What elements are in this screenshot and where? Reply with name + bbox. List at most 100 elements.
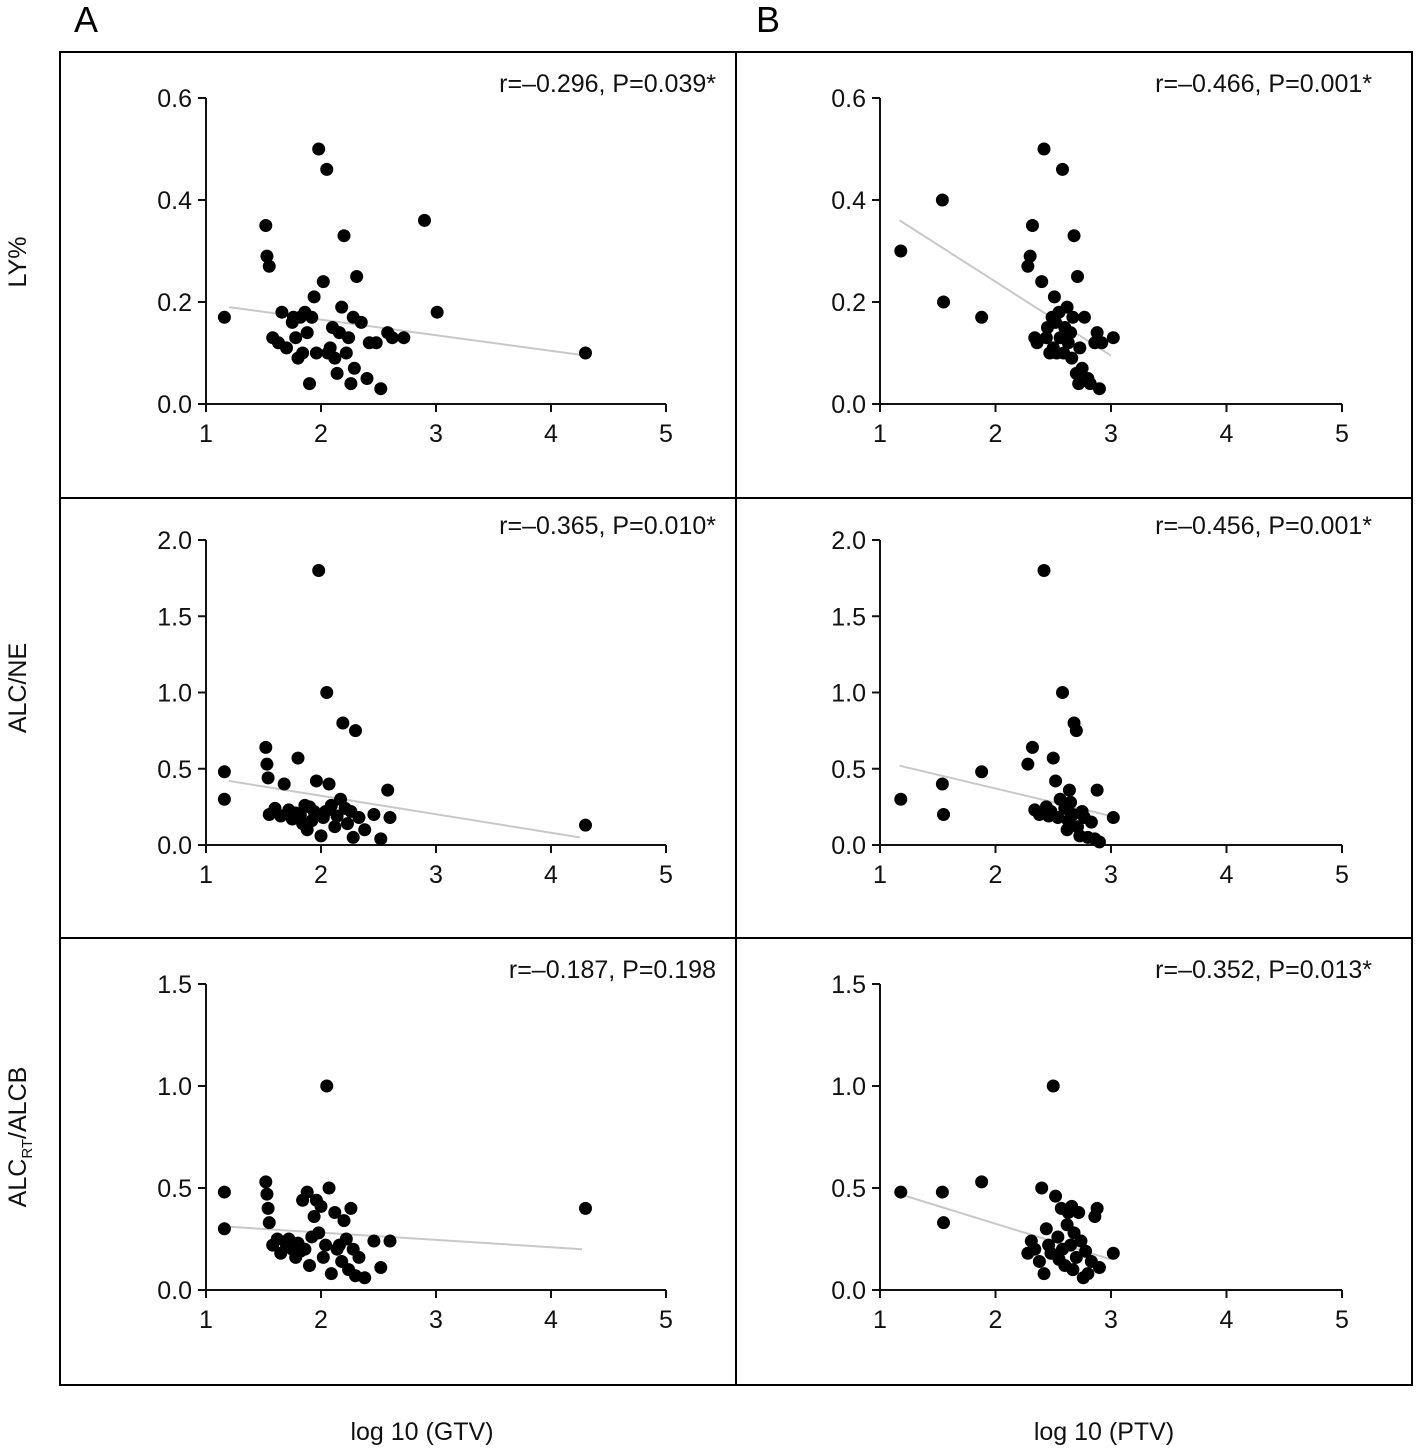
plot-b1-point <box>1077 310 1091 324</box>
plot-b2-y-tick-label: 2.0 <box>831 527 866 555</box>
plot-a1-y-tick-label: 0.2 <box>157 289 192 317</box>
plot-a3-point <box>352 1250 366 1264</box>
plot-b1-point <box>1064 326 1078 340</box>
plot-b3-point <box>1072 1205 1086 1219</box>
plot-a1-point <box>347 361 361 375</box>
plot-b1-y-tick-label: 0.4 <box>831 187 866 215</box>
plot-b3-point <box>1037 1267 1051 1281</box>
plot-a3-x-tick-label: 1 <box>199 1306 213 1334</box>
plot-a1-point <box>320 162 334 176</box>
plot-a1-point <box>337 229 351 243</box>
plot-b2-x-tick-label: 1 <box>873 861 887 889</box>
plot-b1-fit-line <box>899 219 1112 357</box>
plot-b1-point <box>1025 219 1039 232</box>
plot-b3-fit-line <box>899 1193 1112 1261</box>
plot-a1-point <box>303 377 316 391</box>
plot-b3-point <box>1051 1230 1065 1244</box>
plot-b3-correlation-annotation: r=–0.352, P=0.013* <box>1155 956 1372 984</box>
plot-b3-point <box>935 1185 949 1199</box>
plot-a2-point <box>309 774 323 788</box>
plot-a2-y-tick-label: 1.0 <box>157 680 192 708</box>
plot-a2-point <box>328 820 342 834</box>
plot-b2-x-tick-label: 5 <box>1335 861 1349 889</box>
plot-a3-point <box>300 1185 314 1199</box>
plot-b2-point <box>1064 795 1078 809</box>
plot-a2-point <box>259 740 273 754</box>
plot-b1-point <box>1095 336 1109 350</box>
plot-a2-point <box>352 811 366 825</box>
plot-a1-point <box>260 249 274 263</box>
plot-b1-point <box>894 244 908 258</box>
plot-b3-point <box>1069 1250 1083 1264</box>
plot-a1-point <box>385 331 399 345</box>
plot-b1-point <box>935 193 949 207</box>
plot-b1-point <box>975 310 989 324</box>
plot-b3-point <box>1074 1234 1088 1248</box>
plot-b3-point <box>1106 1246 1120 1260</box>
plot-b3-point <box>1079 1244 1093 1258</box>
plot-a2-point <box>346 830 360 844</box>
plot-b2-x-tick-label: 2 <box>989 861 1003 889</box>
plot-a2-y-tick-label: 1.5 <box>157 603 192 631</box>
plot-b2-y-tick-label: 1.0 <box>831 680 866 708</box>
plot-a3-point <box>298 1242 312 1256</box>
plot-a1-point <box>344 377 358 391</box>
plot-a2-point <box>314 829 328 843</box>
plot-b2-point <box>1025 740 1039 754</box>
plot-b1-y-tick-label: 0.6 <box>831 85 866 113</box>
plot-a1-point <box>307 290 321 304</box>
plot-a3-fit-line <box>228 1225 583 1251</box>
plot-b1: 1 2 3 4 5 0.0 0.2 0.4 0.6 r=–0.466, P=0.001* <box>831 70 1372 448</box>
plot-b1-y-tick-label: 0.2 <box>831 289 866 317</box>
plot-a1-point <box>430 305 444 319</box>
plot-b2-correlation-annotation: r=–0.456, P=0.001* <box>1155 512 1372 540</box>
panel-letter-b: B <box>756 0 780 40</box>
plot-a1-point <box>397 331 411 345</box>
plot-a1-point <box>418 213 431 227</box>
plot-a2-x-tick-label: 1 <box>199 861 213 889</box>
panel-letter-a: A <box>74 0 98 40</box>
plot-b1-point <box>1065 351 1079 365</box>
plot-b1-y-tick-label: 0.0 <box>831 391 866 419</box>
plot-a1-point <box>309 346 323 360</box>
plot-a2-point <box>383 811 397 825</box>
plot-a1-x-tick-label: 1 <box>199 420 213 448</box>
plot-b2-point <box>894 792 908 806</box>
plot-b1-point <box>1071 270 1085 283</box>
plot-a3-point <box>316 1250 330 1264</box>
plot-a2-point <box>349 724 362 738</box>
plot-a1-point <box>300 326 314 340</box>
plot-b3-point <box>1064 1238 1078 1252</box>
plot-b1-x-tick-label: 3 <box>1104 420 1118 448</box>
plot-a1-point <box>360 372 374 385</box>
plot-b3-y-tick-label: 0.5 <box>831 1175 866 1203</box>
plot-a1: 1 2 3 4 5 0.0 0.2 0.4 0.6 r=–0.296, P=0.039* <box>157 70 716 448</box>
plot-b2-point <box>1069 724 1083 738</box>
plot-a3-point <box>217 1222 231 1236</box>
plot-b3-y-tick-label: 0.0 <box>831 1277 866 1305</box>
plot-a3-point <box>322 1181 336 1195</box>
plot-b1-x-tick-label: 4 <box>1220 420 1234 448</box>
plot-a2-point <box>324 798 338 812</box>
plot-a1-point <box>289 331 303 345</box>
plot-a1-point <box>328 351 342 365</box>
plot-a2-point <box>312 564 326 577</box>
plot-a1-y-tick-label: 0.6 <box>157 85 192 113</box>
plot-b1-x-tick-label: 2 <box>989 420 1003 448</box>
plot-b2-point <box>1021 757 1035 771</box>
plot-b1-point <box>1061 336 1075 350</box>
plot-a1-point <box>259 219 273 232</box>
plot-a3-point <box>344 1201 358 1215</box>
plot-b1-point <box>1021 259 1035 273</box>
plot-b2-point <box>937 808 951 821</box>
plot-a3: 1 2 3 4 5 0.0 0.5 1.0 1.5 r=–0.187, P=0.198 <box>157 956 716 1334</box>
plot-a1-point <box>335 300 349 314</box>
plot-b2: 1 2 3 4 5 0.0 0.5 1.0 1.5 2.0 r=–0.456, P=0.001* <box>831 512 1372 889</box>
plot-b2-point <box>1049 774 1063 788</box>
plot-a1-x-tick-label: 4 <box>544 420 558 448</box>
plot-b1-point <box>1066 310 1080 324</box>
plot-b1-point <box>1106 331 1120 345</box>
plot-a1-point <box>305 310 319 324</box>
plot-b2-point <box>1092 835 1106 849</box>
plot-b1-point <box>1055 162 1069 176</box>
